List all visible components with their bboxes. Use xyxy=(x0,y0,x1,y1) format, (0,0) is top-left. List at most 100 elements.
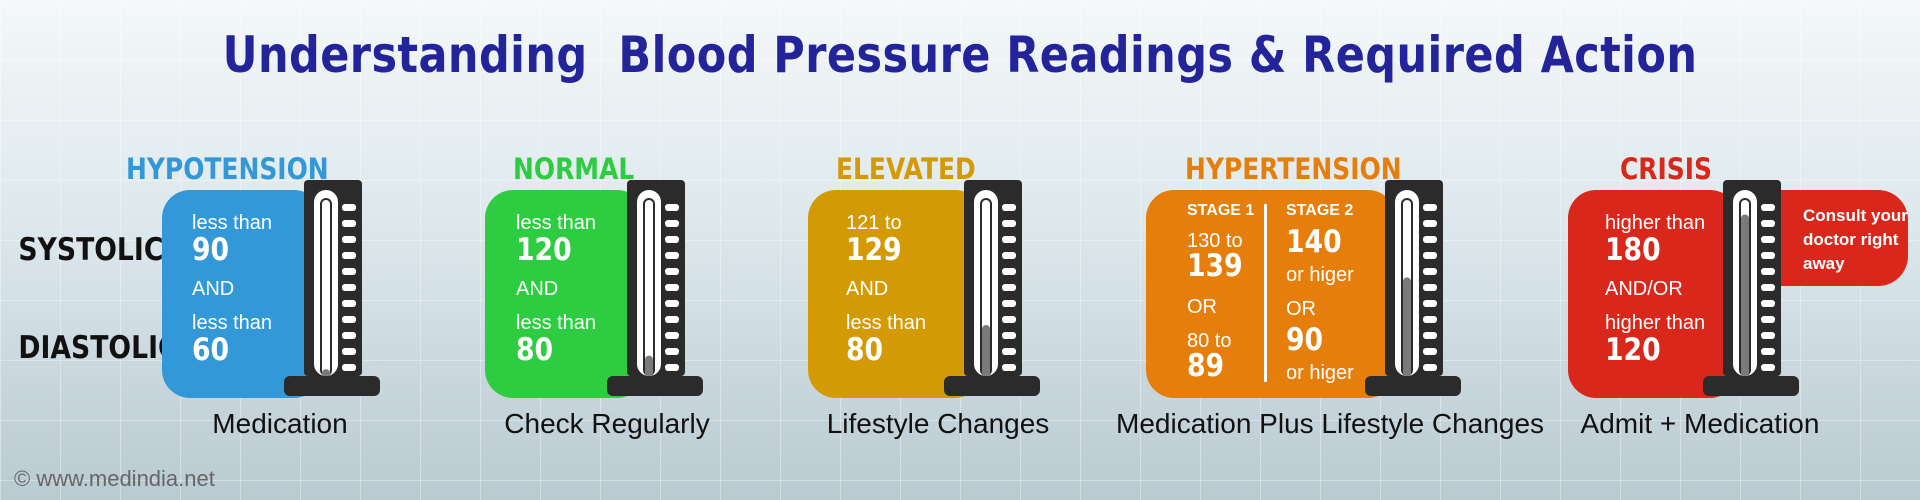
stage1-systolic-prefix: 130 to xyxy=(1187,230,1243,252)
gauge-base xyxy=(1703,376,1799,396)
gauge-tick xyxy=(665,252,679,259)
gauge-tick xyxy=(1423,204,1437,211)
gauge-tick xyxy=(665,332,679,339)
systolic-value: 129 xyxy=(846,232,902,268)
diastolic-value: 120 xyxy=(1605,332,1661,368)
systolic-value: 120 xyxy=(516,232,572,268)
gauge-tick xyxy=(1761,316,1775,323)
systolic-row-label: SYSTOLIC xyxy=(18,232,164,268)
joiner: AND xyxy=(516,278,559,300)
diastolic-prefix: less than xyxy=(846,312,927,334)
gauge-base xyxy=(944,376,1040,396)
gauge-tick xyxy=(1761,332,1775,339)
gauge-level-fill xyxy=(322,369,330,376)
gauge-tick xyxy=(665,268,679,275)
gauge-level-fill xyxy=(645,355,653,376)
stage1-diastolic-value: 89 xyxy=(1187,348,1225,384)
gauge-tick xyxy=(665,236,679,243)
category-crisis-title: CRISIS xyxy=(1620,152,1712,186)
gauge-base xyxy=(1365,376,1461,396)
card-elevated: 121 to 129 AND less than 80 xyxy=(808,190,983,398)
diastolic-value: 80 xyxy=(846,332,884,368)
gauge-tick xyxy=(1002,348,1016,355)
gauge-tick xyxy=(665,204,679,211)
gauge-tick xyxy=(342,284,356,291)
gauge-tick xyxy=(1761,284,1775,291)
consult-doctor-note: Consult your doctor right away xyxy=(1778,190,1908,286)
action-normal: Check Regularly xyxy=(504,408,710,439)
gauge-crisis xyxy=(1703,178,1799,400)
gauge-svg xyxy=(607,180,703,396)
gauge-tick xyxy=(1002,236,1016,243)
gauge-tick xyxy=(1423,268,1437,275)
stage2-diastolic-value: 90 xyxy=(1286,322,1324,358)
gauge-tick xyxy=(1423,300,1437,307)
stage2-joiner: OR xyxy=(1286,298,1316,320)
systolic-prefix: 121 to xyxy=(846,212,902,234)
systolic-prefix: less than xyxy=(192,212,273,234)
gauge-tick xyxy=(342,332,356,339)
gauge-tube-glass xyxy=(645,200,653,376)
gauge-tick xyxy=(342,252,356,259)
gauge-tick xyxy=(1423,284,1437,291)
gauge-level-fill xyxy=(982,325,990,376)
category-elevated-title: ELEVATED xyxy=(836,152,976,186)
diastolic-value: 80 xyxy=(516,332,554,368)
gauge-tick xyxy=(1423,364,1437,371)
diastolic-row-label: DIASTOLIC xyxy=(18,330,178,366)
diastolic-prefix: higher than xyxy=(1605,312,1706,334)
gauge-tick xyxy=(1761,348,1775,355)
systolic-prefix: less than xyxy=(516,212,597,234)
gauge-tick xyxy=(342,364,356,371)
gauge-tick xyxy=(665,316,679,323)
gauge-tick xyxy=(1002,252,1016,259)
joiner: AND xyxy=(192,278,235,300)
gauge-hypertension xyxy=(1365,178,1461,400)
category-hypertension-title: HYPERTENSION xyxy=(1185,152,1402,186)
card-hypotension: less than 90 AND less than 60 xyxy=(162,190,322,398)
gauge-tick xyxy=(1761,236,1775,243)
gauge-tick xyxy=(1002,268,1016,275)
gauge-tick xyxy=(1002,204,1016,211)
gauge-level-fill xyxy=(1741,214,1749,376)
card-hypertension: STAGE 1 130 to 139 OR 80 to 89 STAGE 2 1… xyxy=(1146,190,1396,398)
gauge-elevated xyxy=(944,178,1040,400)
gauge-tick xyxy=(665,300,679,307)
gauge-base xyxy=(607,376,703,396)
gauge-tick xyxy=(1002,332,1016,339)
gauge-tick xyxy=(1761,364,1775,371)
gauge-tick xyxy=(1761,268,1775,275)
gauge-tick xyxy=(1761,300,1775,307)
diastolic-prefix: less than xyxy=(192,312,273,334)
gauge-tick xyxy=(342,316,356,323)
category-normal-title: NORMAL xyxy=(513,152,635,186)
gauge-normal xyxy=(607,178,703,400)
gauge-base xyxy=(284,376,380,396)
card-crisis: higher than 180 AND/OR higher than 120 xyxy=(1568,190,1738,398)
gauge-tick xyxy=(1761,252,1775,259)
action-crisis: Admit + Medication xyxy=(1580,408,1820,439)
systolic-value: 180 xyxy=(1605,232,1661,268)
stage2-diastolic-suffix: or higer xyxy=(1286,362,1354,384)
card-normal: less than 120 AND less than 80 xyxy=(485,190,645,398)
gauge-tick xyxy=(1002,220,1016,227)
stage1-joiner: OR xyxy=(1187,296,1217,318)
joiner: AND xyxy=(846,278,889,300)
gauge-tick xyxy=(342,300,356,307)
action-hypertension: Medication Plus Lifestyle Changes xyxy=(1116,408,1545,439)
stage-divider xyxy=(1264,204,1267,382)
gauge-svg xyxy=(1703,180,1799,396)
gauge-tick xyxy=(1761,204,1775,211)
stage1-diastolic-prefix: 80 to xyxy=(1187,330,1232,352)
systolic-value: 90 xyxy=(192,232,230,268)
gauge-tick xyxy=(1423,348,1437,355)
joiner: AND/OR xyxy=(1605,278,1683,300)
gauge-tick xyxy=(342,220,356,227)
gauge-svg xyxy=(944,180,1040,396)
gauge-tick xyxy=(1423,332,1437,339)
gauge-tick xyxy=(342,236,356,243)
gauge-tick xyxy=(1423,252,1437,259)
stage1-label: STAGE 1 xyxy=(1187,202,1255,219)
gauge-tick xyxy=(1761,220,1775,227)
copyright-footer: © www.medindia.net xyxy=(14,466,215,491)
